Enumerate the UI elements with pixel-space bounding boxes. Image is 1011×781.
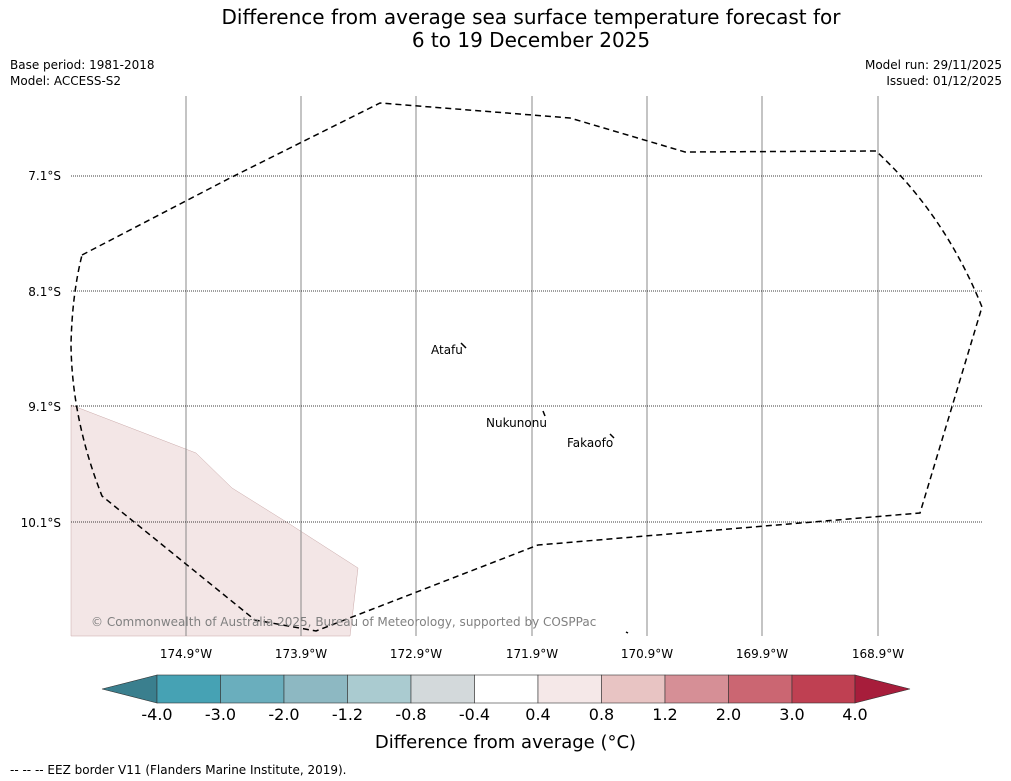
issued-date: Issued: 01/12/2025 (886, 74, 1002, 88)
colorbar-segment (601, 674, 666, 704)
longitude-gridlines (185, 96, 879, 636)
colorbar-segment (664, 674, 729, 704)
colorbar-tick: 3.0 (779, 705, 805, 724)
colorbar-tick: 2.0 (715, 705, 742, 724)
colorbar-tick: 0.4 (525, 705, 551, 724)
fakaofo-island (609, 433, 615, 439)
colorbar-extend-high (854, 674, 911, 704)
colorbar-segment (728, 674, 793, 704)
nukunonu-island (542, 410, 546, 417)
lon-label: 171.9°W (506, 647, 558, 661)
title-line-1: Difference from average sea surface temp… (221, 5, 841, 29)
colorbar-tick: -3.0 (204, 705, 237, 724)
lat-label: 7.1°S (28, 169, 61, 183)
colorbar (101, 674, 911, 704)
colorbar-tick: -2.0 (268, 705, 300, 724)
model-name: Model: ACCESS-S2 (10, 74, 122, 88)
colorbar-ticks: -4.0 -3.0 -2.0 -1.2 -0.8 -0.4 0.4 0.8 1.… (0, 705, 1011, 727)
lon-label: 169.9°W (736, 647, 788, 661)
place-label-atafu: Atafu (431, 343, 463, 357)
colorbar-segment (283, 674, 348, 704)
meta-right: Model run: 29/11/2025 Issued: 01/12/2025 (865, 57, 1002, 89)
base-period: Base period: 1981-2018 (10, 58, 155, 72)
swains-island (625, 631, 629, 634)
longitude-labels: 174.9°W 173.9°W 172.9°W 171.9°W 170.9°W … (160, 647, 904, 661)
colorbar-segment (156, 674, 221, 704)
model-run: Model run: 29/11/2025 (864, 58, 1002, 72)
lat-label: 8.1°S (28, 285, 61, 299)
colorbar-segment (220, 674, 285, 704)
eez-legend: -- -- -- EEZ border V11 (Flanders Marine… (10, 763, 347, 777)
latitude-labels: 7.1°S 8.1°S 9.1°S 10.1°S (21, 169, 61, 530)
atafu-island (460, 342, 467, 349)
meta-left: Base period: 1981-2018 Model: ACCESS-S2 (10, 57, 155, 89)
title-line-2: 6 to 19 December 2025 (411, 28, 651, 52)
colorbar-tick: 0.8 (588, 705, 615, 724)
lon-label: 170.9°W (621, 647, 673, 661)
map-title: Difference from average sea surface temp… (0, 6, 1011, 52)
lon-label: 174.9°W (160, 647, 212, 661)
eez-border (70, 102, 983, 632)
colorbar-tick: -0.4 (458, 705, 491, 724)
lat-label: 10.1°S (21, 516, 61, 530)
colorbar-segment (474, 674, 539, 704)
lon-label: 172.9°W (390, 647, 442, 661)
colorbar-label: Difference from average (°C) (374, 732, 637, 753)
lon-label: 168.9°W (852, 647, 904, 661)
lat-label: 9.1°S (28, 400, 61, 414)
colorbar-segment (347, 674, 412, 704)
colorbar-tick: 4.0 (842, 705, 868, 724)
place-label-nukunonu: Nukunonu (486, 416, 547, 430)
colorbar-tick: -1.2 (331, 705, 364, 724)
colorbar-tick: -4.0 (141, 705, 173, 724)
anomaly-region (70, 404, 359, 637)
colorbar-extend-low (101, 674, 158, 704)
colorbar-segment (410, 674, 475, 704)
colorbar-segment (537, 674, 602, 704)
lon-label: 173.9°W (275, 647, 327, 661)
place-label-fakaofo: Fakaofo (567, 436, 613, 450)
colorbar-segment (791, 674, 856, 704)
colorbar-tick: 1.2 (652, 705, 678, 724)
copyright-notice: © Commonwealth of Australia 2025, Bureau… (91, 615, 596, 629)
colorbar-tick: -0.8 (395, 705, 427, 724)
